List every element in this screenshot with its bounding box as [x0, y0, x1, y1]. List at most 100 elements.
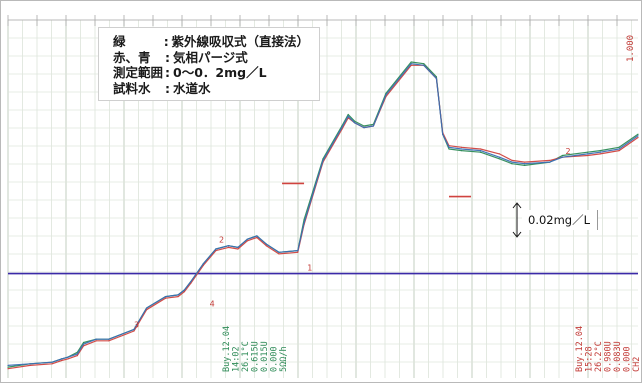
series-point: [448, 148, 450, 150]
series-point: [363, 127, 365, 129]
step-marker: 2: [566, 147, 571, 156]
series-point: [511, 163, 513, 165]
series-point: [479, 150, 482, 152]
scale-arrow-down: [512, 231, 522, 238]
series-point: [435, 76, 437, 78]
series-point: [60, 358, 63, 360]
series-point: [227, 246, 230, 248]
series-point: [215, 250, 217, 252]
legend-separator: :: [165, 65, 170, 80]
series-point: [423, 63, 425, 65]
series-point: [177, 295, 179, 298]
print-right-line: 0.083U: [613, 341, 623, 372]
series-point: [618, 148, 620, 150]
series-point: [297, 251, 299, 253]
legend-separator: :: [165, 49, 170, 65]
series-point: [363, 125, 365, 127]
top-scale-bar: [7, 15, 638, 26]
series-point: [498, 156, 500, 158]
step-marker: 3: [134, 321, 139, 330]
print-left-line: 0.000: [270, 346, 280, 372]
series-point: [618, 150, 620, 152]
series-point: [190, 281, 192, 283]
series-point: [237, 246, 239, 248]
series-point: [133, 328, 135, 330]
step-markers: 1 2 3 4 2: [134, 147, 571, 330]
series-point: [164, 297, 167, 299]
series-point: [479, 148, 482, 150]
series-point: [60, 359, 63, 362]
series-point: [435, 77, 437, 80]
series-point: [524, 164, 526, 166]
series-point: [461, 150, 463, 152]
legend-value: 気相パージ式: [173, 49, 248, 65]
series-point: [183, 289, 185, 291]
series-point: [95, 338, 97, 340]
print-right-line: 0.980U: [604, 341, 614, 372]
legend-separator: :: [165, 80, 170, 96]
series-point: [385, 94, 387, 96]
series-point: [29, 364, 31, 367]
series-point: [265, 243, 267, 245]
series-point: [341, 127, 343, 129]
series-point: [202, 263, 204, 265]
series-point: [67, 358, 69, 360]
series-point: [256, 235, 258, 237]
series-point: [637, 135, 639, 137]
series-point: [265, 245, 267, 247]
series-point: [372, 125, 374, 127]
series-point: [67, 356, 69, 358]
series-point: [353, 122, 356, 124]
legend-row: 試料水 : 水道水: [113, 81, 309, 97]
series-point: [146, 307, 148, 309]
series-point: [549, 159, 551, 162]
series-point: [51, 363, 53, 365]
series-point: [76, 353, 78, 355]
series-point: [95, 340, 97, 342]
series-point: [278, 253, 280, 255]
legend-value: 0～0．2mg／L: [173, 65, 267, 80]
data-series-group: [7, 61, 639, 370]
series-point: [637, 136, 639, 139]
series-point: [410, 61, 412, 63]
top-right-label: 1.000: [626, 35, 636, 62]
series-point: [423, 64, 425, 66]
series-point: [511, 161, 513, 163]
series-point: [637, 133, 639, 135]
step-marker: 1: [307, 263, 312, 272]
legend-key: 緑: [113, 34, 126, 49]
series-point: [511, 159, 513, 162]
series-point: [83, 341, 85, 344]
series-point: [303, 222, 305, 224]
series-line-3: [7, 63, 639, 366]
series-point: [587, 154, 589, 157]
series-point: [587, 153, 589, 155]
series-point: [133, 330, 135, 332]
print-left-line: 5ΩΩ/h: [279, 346, 289, 372]
series-point: [278, 251, 280, 253]
legend-key: 測定範囲: [113, 65, 164, 80]
series-point: [7, 366, 9, 368]
series-point: [461, 148, 463, 150]
series-point: [246, 240, 248, 242]
legend-value: 水道水: [173, 80, 211, 96]
series-point: [448, 146, 450, 148]
print-right-line: 15:28: [585, 346, 595, 372]
series-point: [599, 151, 601, 153]
print-left-line: 14:02: [232, 346, 242, 372]
series-point: [498, 153, 500, 155]
print-right-line: 0.000: [623, 346, 633, 372]
series-point: [347, 115, 349, 117]
legend-row: 赤、青 : 気相パージ式: [113, 50, 309, 66]
series-point: [498, 158, 500, 160]
series-point: [237, 248, 239, 250]
series-point: [561, 156, 564, 158]
series-point: [246, 238, 248, 240]
print-left-line: 26.1°C: [241, 341, 251, 372]
legend-row: 緑 : 紫外線吸収式（直接法）: [113, 34, 309, 50]
print-right-line: Buy.12.04: [575, 326, 585, 372]
legend-box: 緑 : 紫外線吸収式（直接法） 赤、青 : 気相パージ式 測定範囲 : 0～0．…: [98, 27, 320, 101]
series-point: [322, 159, 324, 162]
series-point: [177, 294, 179, 296]
